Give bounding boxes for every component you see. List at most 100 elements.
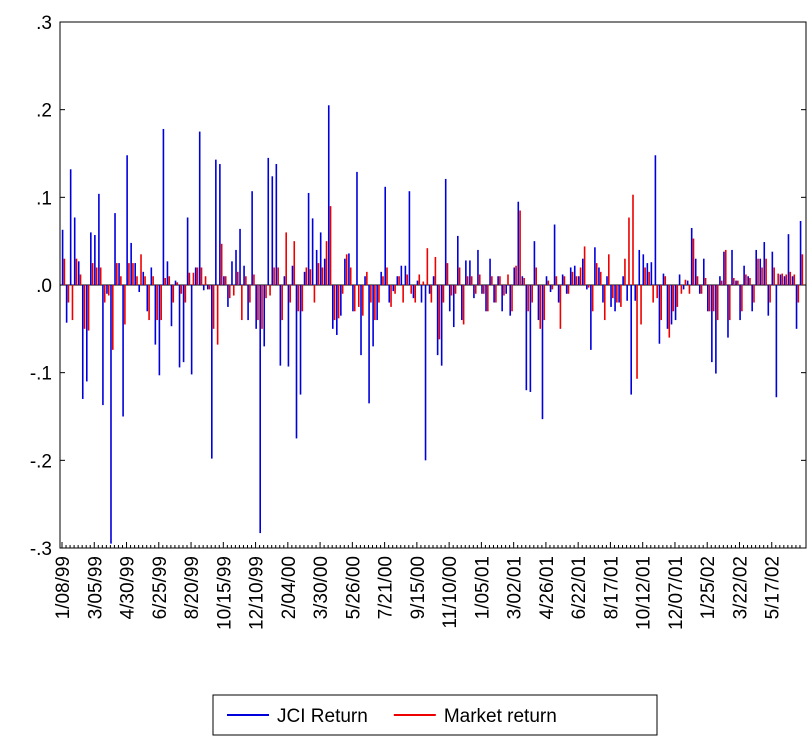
bar [739, 285, 741, 321]
bar [255, 285, 257, 329]
bar [357, 285, 360, 307]
bar [704, 277, 707, 285]
bar [340, 285, 342, 316]
bar [666, 285, 669, 329]
bar [150, 267, 153, 285]
bar [174, 280, 177, 285]
x-tick-label: 3/22/02 [730, 556, 751, 619]
bar [315, 249, 318, 285]
bar [567, 285, 570, 294]
bar [331, 285, 334, 329]
bar [118, 263, 120, 285]
bar [394, 285, 396, 294]
bar [630, 285, 632, 395]
bar [380, 271, 382, 285]
bar [61, 229, 64, 285]
bar [283, 276, 286, 285]
bar [715, 285, 717, 374]
bar [692, 238, 695, 285]
bar [253, 274, 255, 285]
bar [551, 285, 554, 290]
bar [164, 277, 167, 285]
bar [65, 285, 68, 323]
bar [321, 267, 324, 285]
bar [700, 285, 703, 294]
bar [545, 276, 548, 285]
bar [658, 285, 661, 344]
bar [245, 276, 247, 285]
bar [370, 285, 372, 303]
bar [674, 285, 677, 321]
bar [122, 285, 124, 417]
bar [430, 285, 433, 303]
bar [392, 285, 395, 292]
bar [396, 276, 399, 285]
bar [485, 285, 487, 312]
bar [751, 285, 753, 312]
bar [188, 272, 191, 285]
bar [716, 285, 719, 321]
bar [132, 263, 134, 285]
bar [795, 285, 798, 329]
bar [753, 285, 755, 303]
bar [787, 234, 790, 285]
bar [293, 241, 296, 285]
bar [63, 258, 66, 285]
bar [525, 285, 528, 391]
bar [594, 247, 596, 285]
bar [83, 285, 86, 329]
bar [442, 285, 445, 303]
bar [688, 285, 691, 294]
bar [603, 285, 606, 321]
bar [573, 265, 576, 285]
bar [126, 155, 128, 285]
bar [469, 260, 471, 285]
bar [138, 285, 141, 293]
bar [196, 267, 199, 285]
bar [154, 285, 157, 345]
bar [95, 267, 98, 285]
bar [156, 285, 158, 321]
bar [769, 285, 771, 303]
bar [144, 276, 146, 285]
bar [575, 276, 578, 285]
bar [783, 276, 786, 285]
bar [382, 276, 384, 285]
bar [456, 235, 459, 285]
bar [577, 276, 580, 285]
bar [656, 285, 658, 299]
bar [142, 271, 145, 285]
bar [279, 285, 282, 366]
bar [737, 280, 739, 285]
bar [251, 191, 253, 285]
x-tick-label: 11/10/00 [440, 556, 461, 629]
x-tick-label: 6/22/01 [569, 556, 590, 619]
bar [571, 271, 574, 285]
bar [452, 285, 455, 328]
x-tick-label: 12/07/01 [666, 556, 687, 630]
bar [400, 265, 403, 285]
bar [420, 285, 423, 303]
bar [761, 267, 763, 285]
bar [495, 285, 497, 303]
bar [561, 274, 564, 285]
bar [690, 228, 693, 285]
bar [676, 285, 679, 307]
bar [654, 155, 657, 285]
bar [102, 285, 104, 406]
bar [771, 251, 774, 285]
bar [531, 285, 533, 303]
bar [237, 271, 239, 285]
bar [408, 191, 411, 285]
bar [582, 258, 584, 285]
bar [277, 267, 279, 285]
bar [519, 210, 521, 285]
bar [247, 285, 249, 321]
bar [731, 249, 733, 285]
bar [186, 217, 189, 285]
bar [781, 273, 784, 285]
x-tick-label: 8/20/99 [182, 556, 203, 619]
bar [269, 285, 271, 296]
bar [178, 285, 181, 368]
bar [281, 285, 283, 321]
